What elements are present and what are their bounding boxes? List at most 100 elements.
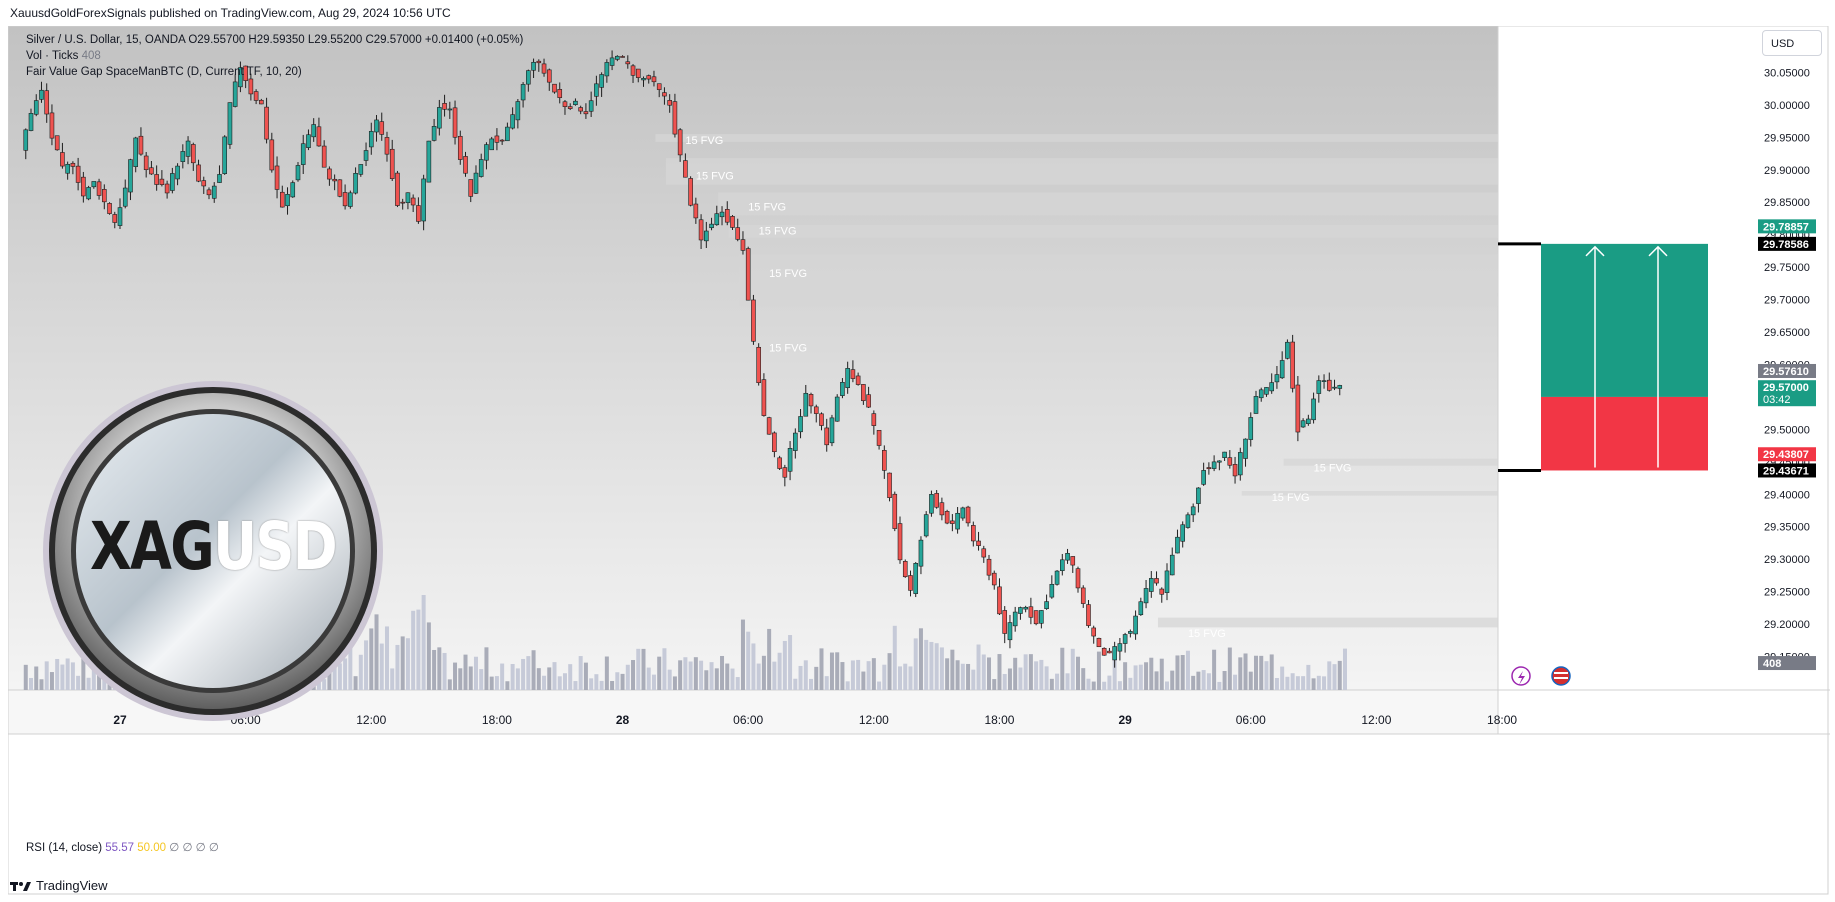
candle-body — [311, 124, 316, 138]
candle-body — [478, 159, 484, 177]
candle-body — [541, 63, 547, 74]
candle-body — [882, 450, 887, 471]
volume-bar — [510, 663, 515, 690]
candle-body — [1253, 396, 1259, 414]
candle-body — [190, 144, 196, 164]
candle-body — [609, 57, 615, 66]
volume-bar — [1285, 676, 1290, 690]
candle-body — [133, 137, 139, 167]
volume-bar — [562, 673, 567, 690]
candle-body — [1070, 556, 1076, 566]
volume-bar — [939, 647, 944, 690]
candle-body — [850, 369, 856, 379]
volume-bar — [631, 660, 636, 690]
candle-body — [704, 230, 709, 242]
candle-body — [515, 101, 521, 121]
candle-body — [1086, 604, 1091, 626]
volume-legend[interactable]: Vol · Ticks 408 — [26, 50, 101, 62]
candle-body — [625, 61, 631, 65]
candle-body — [60, 152, 65, 167]
candle-body — [1321, 380, 1327, 382]
candle-body — [667, 100, 672, 106]
candle-body — [1080, 587, 1086, 604]
volume-bar — [343, 658, 348, 690]
candle-body — [588, 100, 594, 112]
candle-body — [211, 185, 217, 199]
candle-body — [1148, 578, 1154, 592]
volume-bar — [699, 660, 704, 690]
logo-text-usd: USD — [213, 508, 338, 585]
fvg-zone — [1283, 458, 1498, 466]
candle-body — [1217, 460, 1222, 463]
candle-body — [1028, 606, 1034, 618]
volume-bar — [1206, 673, 1211, 690]
candle-body — [452, 107, 458, 138]
volume-bar — [955, 660, 960, 690]
volume-bar — [746, 631, 751, 690]
price-tick: 30.05000 — [1764, 67, 1810, 79]
candle-body — [787, 448, 793, 472]
candle-body — [1290, 341, 1295, 389]
candle-body — [761, 379, 767, 416]
candle-body — [871, 413, 877, 426]
currency-button[interactable]: USD — [1762, 30, 1822, 56]
volume-bar — [374, 614, 379, 690]
candle-body — [876, 429, 882, 446]
candle-body — [615, 55, 620, 60]
candle-body — [834, 396, 840, 422]
candle-body — [656, 83, 662, 90]
candle-body — [950, 520, 955, 524]
candle-body — [1065, 553, 1070, 561]
candle-body — [101, 189, 107, 203]
stop-price-tag: 29.43671 — [1763, 465, 1809, 477]
candle-body — [599, 74, 604, 88]
vol-value: 408 — [81, 50, 101, 62]
time-tick: 27 — [113, 713, 127, 727]
volume-bar — [604, 656, 609, 690]
volume-bar — [421, 594, 426, 690]
candle-body — [384, 137, 390, 155]
fvg-bottom-price-tag-bg — [1758, 447, 1816, 462]
footer-brand-label: TradingView — [36, 878, 108, 893]
candle-body — [269, 139, 275, 171]
volume-bar — [353, 676, 358, 690]
volume-bar — [1253, 655, 1258, 690]
symbol-legend[interactable]: Silver / U.S. Dollar, 15, OANDA O29.5570… — [26, 34, 523, 46]
footer-brand[interactable]: TradingView — [10, 878, 108, 893]
volume-bar — [1238, 657, 1243, 690]
fvg-zone — [655, 134, 1498, 142]
candle-body — [991, 572, 997, 586]
volume-bar — [1013, 657, 1018, 690]
volume-bar — [850, 660, 855, 690]
candle-body — [740, 239, 746, 251]
volume-bar — [578, 656, 583, 690]
fvg-label: 15 FVG — [1314, 463, 1352, 475]
indicator-legend[interactable]: Fair Value Gap SpaceManBTC (D, Current T… — [26, 66, 302, 78]
volume-bar — [327, 663, 332, 690]
candle-body — [1269, 382, 1274, 392]
candle-body — [719, 211, 725, 218]
candle-body — [918, 539, 924, 567]
rsi-legend[interactable]: RSI (14, close) 55.57 50.00 ∅ ∅ ∅ ∅ — [26, 840, 219, 854]
candle-body — [374, 119, 379, 133]
candle-body — [908, 575, 913, 591]
fvg-bottom-price-tag: 29.43807 — [1763, 449, 1809, 461]
volume-bar — [1170, 670, 1175, 690]
volume-bar — [1233, 674, 1238, 690]
volume-bar — [809, 678, 814, 690]
time-tick: 18:00 — [984, 713, 1014, 727]
volume-bar — [60, 664, 65, 690]
volume-bar — [662, 648, 667, 690]
candle-body — [112, 214, 118, 223]
candle-body — [70, 162, 76, 167]
volume-bar — [500, 663, 505, 690]
volume-bar — [924, 639, 929, 690]
volume-bar — [918, 628, 923, 690]
price-tick: 29.85000 — [1764, 197, 1810, 209]
candle-body — [49, 112, 55, 139]
volume-bar — [76, 675, 81, 690]
price-tick: 29.75000 — [1764, 262, 1810, 274]
candle-body — [955, 512, 960, 530]
candle-body — [583, 111, 589, 115]
last-price-tag-countdown: 03:42 — [1763, 394, 1791, 406]
